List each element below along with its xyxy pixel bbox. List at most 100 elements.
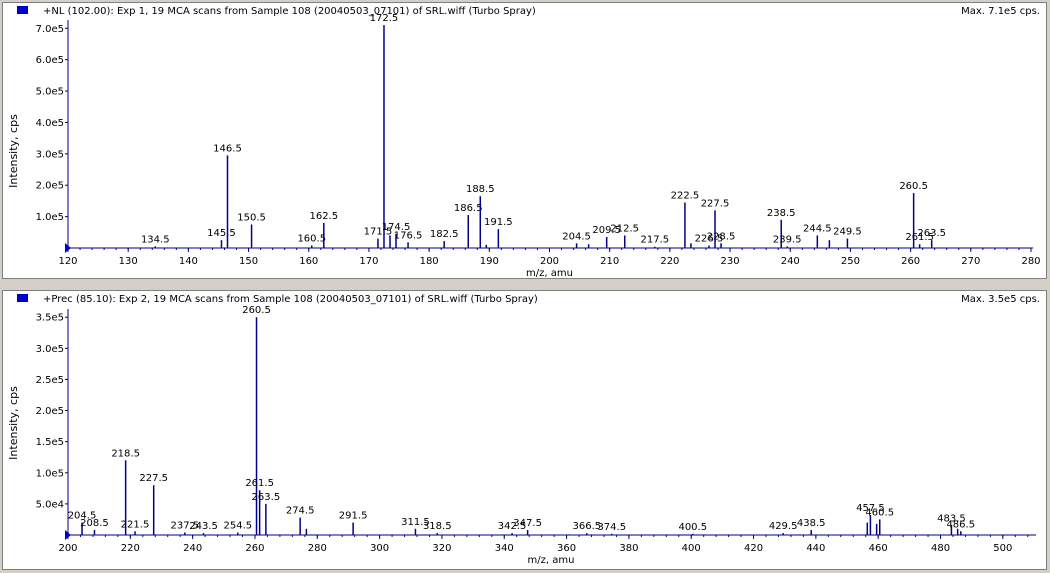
peak-label: 209.5 bbox=[592, 225, 621, 236]
peak-label: 400.5 bbox=[678, 522, 707, 533]
y-tick-label: 7.0e5 bbox=[36, 24, 64, 35]
x-tick-label: 300 bbox=[370, 543, 389, 554]
peak-label: 150.5 bbox=[237, 212, 266, 223]
peak-label: 204.5 bbox=[562, 231, 591, 242]
x-tick-label: 280 bbox=[1021, 256, 1040, 267]
y-tick-label: 3.0e5 bbox=[36, 344, 64, 355]
y-tick-label: 1.5e5 bbox=[36, 437, 64, 448]
y-tick-label: 1.0e5 bbox=[36, 212, 64, 223]
peak-label: 146.5 bbox=[213, 143, 242, 154]
x-tick-label: 250 bbox=[841, 256, 860, 267]
x-tick-label: 280 bbox=[308, 543, 327, 554]
x-tick-label: 260 bbox=[245, 543, 264, 554]
max-intensity: Max. 7.1e5 cps. bbox=[961, 6, 1040, 17]
y-tick-label: 4.0e5 bbox=[36, 118, 64, 129]
x-axis-label: m/z, amu bbox=[526, 268, 573, 279]
peak-label: 134.5 bbox=[141, 234, 170, 245]
peak-label: 291.5 bbox=[339, 511, 368, 522]
spectrum-panel-2: +Prec (85.10): Exp 2, 19 MCA scans from … bbox=[2, 290, 1047, 570]
peak-label: 217.5 bbox=[641, 235, 670, 246]
x-tick-label: 190 bbox=[480, 256, 499, 267]
x-tick-label: 200 bbox=[58, 543, 77, 554]
peak-label: 260.5 bbox=[899, 181, 928, 192]
peak-label: 342.5 bbox=[498, 521, 527, 532]
peak-label: 227.5 bbox=[139, 473, 168, 484]
y-tick-label: 5.0e4 bbox=[36, 499, 64, 510]
peak-label: 318.5 bbox=[423, 521, 452, 532]
y-tick-label: 3.0e5 bbox=[36, 149, 64, 160]
peak-label: 374.5 bbox=[597, 522, 626, 533]
peak-label: 486.5 bbox=[946, 519, 975, 530]
peak-label: 174.5 bbox=[382, 222, 411, 233]
peak-label: 227.5 bbox=[701, 198, 730, 209]
peak-label: 191.5 bbox=[484, 217, 513, 228]
peak-label: 347.5 bbox=[513, 518, 542, 529]
x-tick-label: 120 bbox=[58, 256, 77, 267]
peak-label: 182.5 bbox=[430, 229, 459, 240]
peak-label: 188.5 bbox=[466, 184, 495, 195]
peak-label: 222.5 bbox=[671, 190, 700, 201]
x-tick-label: 230 bbox=[721, 256, 740, 267]
peak-label: 254.5 bbox=[224, 521, 253, 532]
y-tick-label: 3.5e5 bbox=[36, 313, 64, 324]
spectrum-plot-1[interactable]: 120 130 140 150 160 170 180 190 200 210 220 230 240 2… bbox=[3, 3, 1046, 279]
peak-label: 176.5 bbox=[394, 230, 423, 241]
x-tick-label: 220 bbox=[660, 256, 679, 267]
peak-label: 226.5 bbox=[695, 233, 724, 244]
panel-header: +Prec (85.10): Exp 2, 19 MCA scans from … bbox=[3, 291, 1046, 308]
peak-label: 438.5 bbox=[797, 518, 826, 529]
peak-label: 204.5 bbox=[68, 511, 97, 522]
x-tick-label: 140 bbox=[179, 256, 198, 267]
y-tick-label: 2.0e5 bbox=[36, 406, 64, 417]
peak-label: 260.5 bbox=[242, 305, 271, 316]
x-tick-label: 360 bbox=[557, 543, 576, 554]
x-tick-label: 170 bbox=[359, 256, 378, 267]
trace-color-marker[interactable] bbox=[17, 6, 28, 14]
peak-label: 263.5 bbox=[917, 228, 946, 239]
peak-label: 249.5 bbox=[833, 227, 862, 238]
peak-label: 221.5 bbox=[121, 519, 150, 530]
y-axis-label: Intensity, cps bbox=[7, 386, 20, 460]
x-tick-label: 180 bbox=[420, 256, 439, 267]
peak-label: 212.5 bbox=[610, 223, 639, 234]
x-tick-label: 210 bbox=[600, 256, 619, 267]
x-tick-label: 130 bbox=[119, 256, 138, 267]
y-tick-label: 6.0e5 bbox=[36, 55, 64, 66]
x-axis-label: m/z, amu bbox=[528, 555, 575, 566]
x-tick-label: 340 bbox=[495, 543, 514, 554]
peak-label: 366.5 bbox=[573, 521, 602, 532]
peak-label: 263.5 bbox=[252, 492, 281, 503]
peak-label: 274.5 bbox=[286, 506, 315, 517]
y-tick-label: 1.0e5 bbox=[36, 468, 64, 479]
spectrum-panel-1: +NL (102.00): Exp 1, 19 MCA scans from S… bbox=[2, 2, 1047, 279]
x-tick-label: 380 bbox=[619, 543, 638, 554]
x-tick-label: 480 bbox=[931, 543, 950, 554]
peak-label: 261.5 bbox=[245, 478, 274, 489]
y-tick-label: 2.5e5 bbox=[36, 375, 64, 386]
peak-label: 186.5 bbox=[454, 203, 483, 214]
x-tick-label: 150 bbox=[239, 256, 258, 267]
peak-label: 145.5 bbox=[207, 228, 236, 239]
peak-label: 460.5 bbox=[865, 507, 894, 518]
y-axis-label: Intensity, cps bbox=[7, 114, 20, 188]
peak-label: 160.5 bbox=[297, 233, 326, 244]
peak-label: 172.5 bbox=[370, 13, 399, 24]
peak-label: 239.5 bbox=[773, 234, 802, 245]
peak-label: 483.5 bbox=[937, 514, 966, 525]
x-tick-label: 200 bbox=[540, 256, 559, 267]
peak-label: 457.5 bbox=[856, 503, 885, 514]
trace-color-marker[interactable] bbox=[17, 294, 28, 302]
x-tick-label: 440 bbox=[806, 543, 825, 554]
peak-label: 162.5 bbox=[309, 211, 338, 222]
x-tick-label: 220 bbox=[121, 543, 140, 554]
x-tick-label: 500 bbox=[993, 543, 1012, 554]
peak-label: 261.5 bbox=[905, 232, 934, 243]
x-tick-label: 160 bbox=[299, 256, 318, 267]
spectrum-plot-2[interactable]: 200 220 240 260 280 300 320 340 360 380 400 420 440 4… bbox=[3, 291, 1046, 569]
peak-label: 238.5 bbox=[767, 208, 796, 219]
peak-label: 311.5 bbox=[401, 517, 430, 528]
panel-title: +Prec (85.10): Exp 2, 19 MCA scans from … bbox=[43, 294, 538, 305]
x-tick-label: 400 bbox=[682, 543, 701, 554]
peak-label: 228.5 bbox=[707, 231, 736, 242]
x-tick-label: 460 bbox=[869, 543, 888, 554]
